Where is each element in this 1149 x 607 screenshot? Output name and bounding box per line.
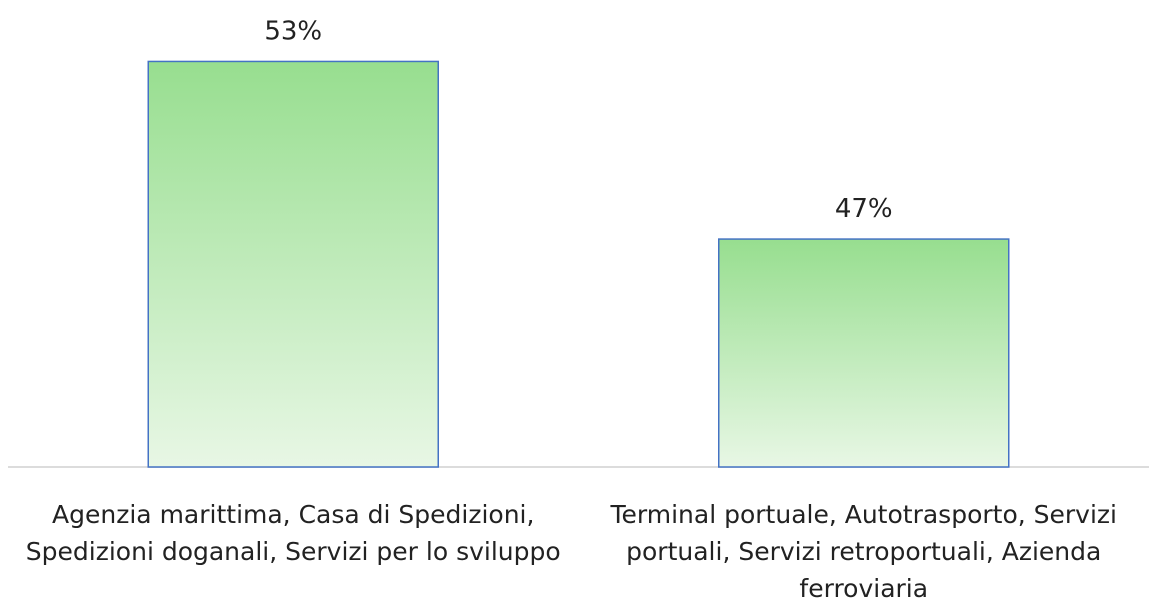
value-label: 53% <box>264 16 322 46</box>
value-label: 47% <box>835 194 893 224</box>
bar <box>718 238 1010 468</box>
x-tick-label: Terminal portuale, Autotrasporto, Serviz… <box>610 500 1117 603</box>
bar <box>147 60 439 468</box>
x-tick-label: Agenzia marittima, Casa di Spedizioni, S… <box>25 500 561 566</box>
